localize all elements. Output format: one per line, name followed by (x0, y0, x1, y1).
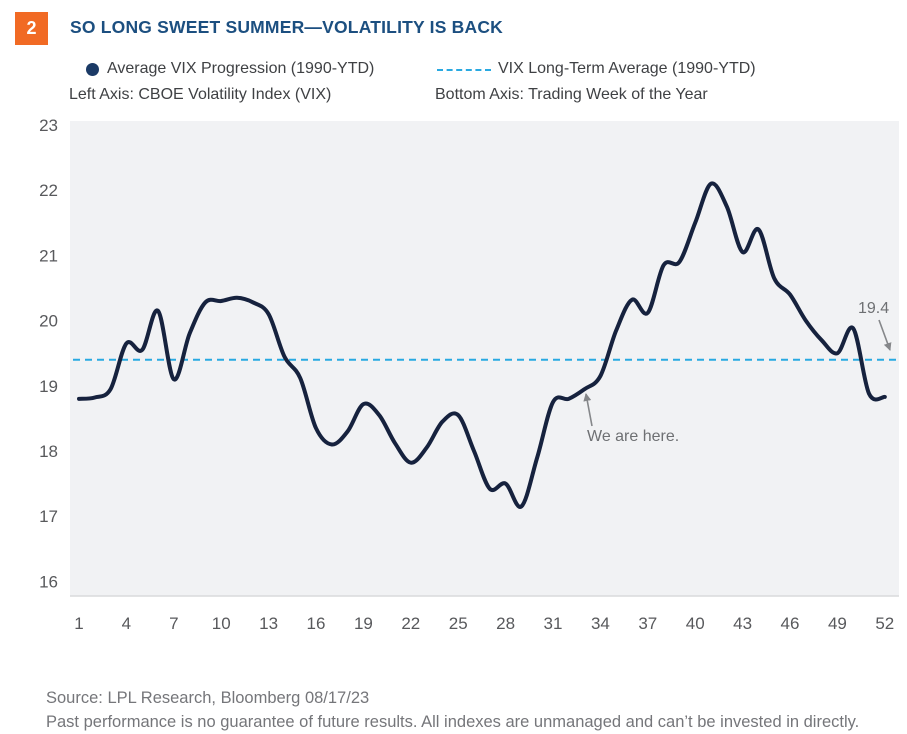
tick-label: 21 (39, 246, 58, 265)
tick-label: 1 (74, 614, 83, 633)
vix-progression-line (77, 181, 887, 509)
we-are-here-label: We are here. (587, 428, 679, 445)
tick-label: 13 (259, 614, 278, 633)
tick-label: 19 (354, 614, 373, 633)
footer-notes: Source: LPL Research, Bloomberg 08/17/23… (46, 686, 859, 734)
series-dot-icon (86, 62, 99, 76)
tick-label: 34 (591, 614, 610, 633)
tick-label: 16 (307, 614, 326, 633)
tick-label: 25 (449, 614, 468, 633)
tick-label: 40 (686, 614, 705, 633)
average-value-label: 19.4 (858, 300, 889, 317)
bottom-axis-note: Bottom Axis: Trading Week of the Year (435, 86, 708, 103)
legend-item-long-term-average: VIX Long-Term Average (1990-YTD) (437, 60, 756, 78)
tick-label: 46 (781, 614, 800, 633)
we-are-here-annotation: We are here. (583, 393, 679, 445)
figure-number-badge: 2 (15, 12, 48, 45)
down-arrow-icon (878, 319, 892, 351)
source-line: Source: LPL Research, Bloomberg 08/17/23 (46, 689, 370, 707)
tick-label: 19 (39, 377, 58, 396)
tick-label: 16 (39, 572, 58, 591)
tick-label: 23 (39, 116, 58, 135)
left-axis-note: Left Axis: CBOE Volatility Index (VIX) (69, 86, 332, 103)
average-value-annotation: 19.4 (858, 300, 892, 351)
chart-title: SO LONG SWEET SUMMER—VOLATILITY IS BACK (70, 17, 503, 37)
legend-label-vix-progression: Average VIX Progression (1990-YTD) (107, 60, 375, 77)
tick-label: 10 (212, 614, 231, 633)
tick-label: 4 (122, 614, 131, 633)
tick-label: 22 (39, 181, 58, 200)
tick-label: 52 (875, 614, 894, 633)
tick-label: 18 (39, 442, 58, 461)
tick-label: 22 (401, 614, 420, 633)
tick-label: 43 (733, 614, 752, 633)
up-arrow-icon (583, 393, 593, 427)
disclaimer-line: Past performance is no guarantee of futu… (46, 713, 860, 731)
tick-label: 20 (39, 312, 58, 331)
dashed-line-icon (437, 68, 491, 71)
x-axis-tick-labels: 1 4 7 10 13 16 19 22 25 28 31 34 37 40 43 46 49 52 (74, 614, 894, 633)
tick-label: 28 (496, 614, 515, 633)
legend-label-long-term-average: VIX Long-Term Average (1990-YTD) (498, 60, 756, 77)
plot-area (70, 121, 899, 596)
y-axis-tick-labels: 16 17 18 19 20 21 22 23 (39, 116, 58, 591)
tick-label: 17 (39, 507, 58, 526)
tick-label: 49 (828, 614, 847, 633)
legend-item-vix-progression: Average VIX Progression (1990-YTD) (86, 60, 374, 78)
tick-label: 7 (169, 614, 178, 633)
tick-label: 31 (544, 614, 563, 633)
axis-notes-row: Left Axis: CBOE Volatility Index (VIX) B… (0, 86, 907, 106)
tick-label: 37 (638, 614, 657, 633)
legend-row: Average VIX Progression (1990-YTD) VIX L… (0, 60, 907, 80)
vix-line-chart: 16 17 18 19 20 21 22 23 1 4 7 10 13 16 19 22 25 28 31 34 37… (39, 116, 899, 633)
